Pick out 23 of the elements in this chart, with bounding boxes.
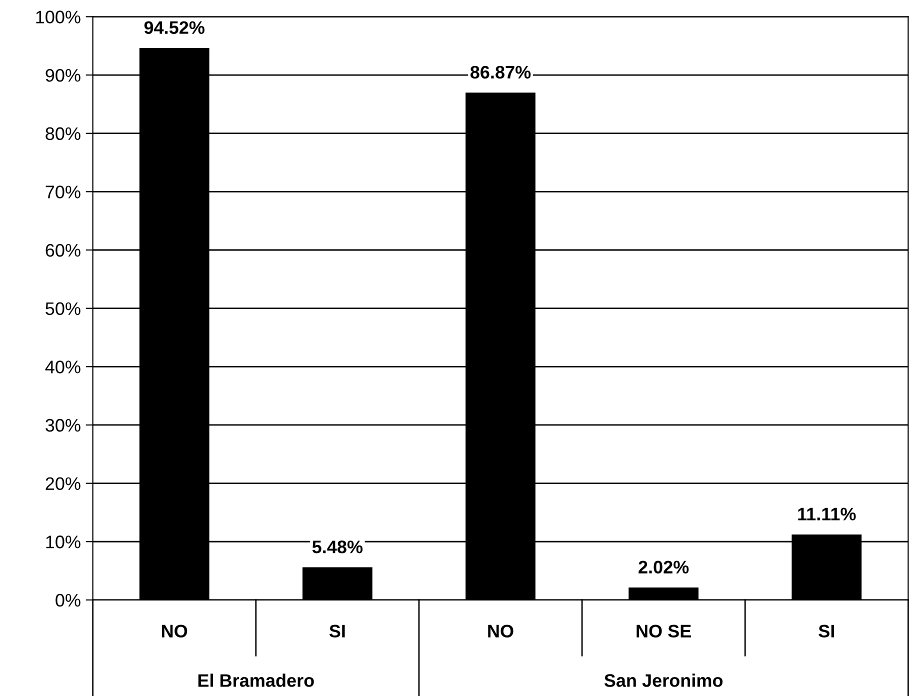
x-tick-label: SI	[818, 624, 834, 638]
y-tick-label: 90%	[46, 68, 80, 82]
data-label: 94.52%	[144, 21, 204, 34]
x-tick-label: NO SE	[636, 624, 691, 638]
data-label: 86.87%	[470, 66, 531, 79]
data-label: 11.11%	[798, 508, 856, 520]
x-tick-label: SI	[329, 624, 345, 638]
x-tick-label: NO	[488, 624, 514, 638]
y-tick-label: 100%	[36, 10, 80, 24]
y-tick-label: 10%	[46, 536, 80, 548]
text: San Jeronimo	[604, 674, 723, 687]
y-tick-label: 60%	[46, 244, 80, 257]
text: El Bramadero	[198, 674, 314, 687]
y-tick-label: 40%	[45, 360, 80, 374]
data-label: 2.02%	[638, 560, 689, 574]
x-tick-label: NO	[162, 624, 188, 638]
y-tick-label: 30%	[46, 418, 80, 432]
y-tick-label: 70%	[46, 186, 80, 198]
y-tick-label: 50%	[46, 302, 80, 316]
data-label: 5.48%	[312, 540, 363, 554]
y-tick-label: 0%	[56, 594, 80, 607]
y-tick-label: 20%	[46, 477, 80, 490]
y-tick-label: 80%	[46, 127, 80, 140]
